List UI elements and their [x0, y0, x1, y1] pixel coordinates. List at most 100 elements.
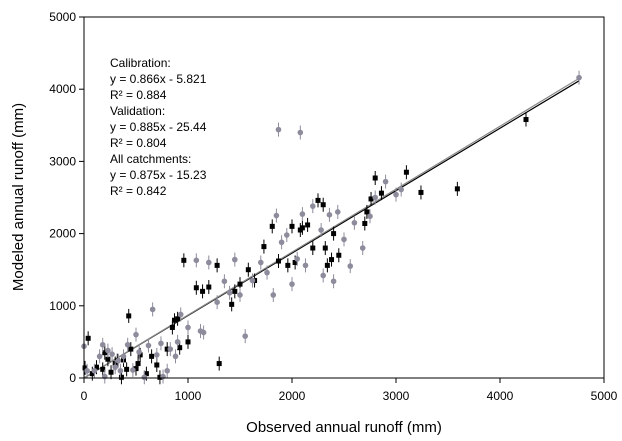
data-point	[331, 226, 337, 241]
data-point	[275, 122, 282, 137]
data-point	[242, 329, 248, 344]
data-point	[91, 363, 98, 378]
data-point	[105, 343, 111, 358]
data-point	[329, 252, 335, 267]
data-point	[322, 241, 328, 256]
x-tick-label: 5000	[591, 389, 618, 403]
x-axis-title: Observed annual runoff (mm)	[246, 419, 442, 436]
data-point	[108, 365, 114, 380]
x-tick-label: 2000	[279, 389, 306, 403]
data-point	[320, 197, 326, 212]
data-point	[372, 190, 379, 205]
data-point	[294, 251, 301, 266]
data-point	[378, 186, 384, 201]
annotation-line: R² = 0.884	[110, 88, 167, 102]
data-point	[154, 347, 160, 362]
data-point	[237, 287, 243, 302]
y-tick-label: 4000	[49, 82, 76, 96]
data-point	[177, 307, 184, 322]
data-point	[100, 362, 106, 377]
data-point	[229, 297, 235, 312]
data-point	[393, 187, 399, 202]
data-point	[297, 125, 304, 140]
y-tick-label: 2000	[49, 227, 76, 241]
data-point	[289, 219, 295, 234]
data-point	[320, 268, 327, 283]
data-point	[200, 284, 206, 299]
data-point	[364, 204, 370, 219]
data-point	[193, 253, 200, 268]
data-point	[149, 302, 156, 317]
data-point	[232, 252, 238, 267]
data-point	[133, 327, 139, 342]
data-point	[214, 295, 220, 310]
data-point	[96, 349, 103, 364]
y-tick-label: 3000	[49, 154, 76, 168]
data-point	[136, 345, 142, 360]
data-point	[171, 313, 177, 328]
data-point	[351, 215, 358, 230]
annotation-line: y = 0.866x - 5.821	[110, 72, 207, 86]
data-point	[359, 241, 366, 256]
data-point	[124, 362, 130, 377]
data-point	[200, 325, 207, 340]
data-point	[84, 363, 90, 378]
data-point	[362, 216, 368, 231]
data-point	[341, 232, 347, 247]
data-point	[221, 274, 228, 289]
data-point	[157, 370, 163, 385]
data-point	[403, 165, 409, 180]
data-point	[185, 320, 191, 335]
data-point	[226, 285, 233, 300]
data-point	[289, 277, 295, 292]
data-point	[128, 342, 134, 357]
annotation-line: R² = 0.842	[110, 184, 167, 198]
annotation-line: y = 0.885x - 25.44	[110, 120, 207, 134]
data-point	[126, 308, 132, 323]
y-tick-label: 5000	[49, 10, 76, 24]
data-point	[368, 191, 374, 206]
data-point	[310, 241, 316, 256]
data-point	[418, 185, 424, 200]
data-point	[454, 181, 460, 196]
data-point	[324, 258, 330, 273]
data-point	[112, 360, 118, 375]
annotation-line: R² = 0.804	[110, 136, 167, 150]
data-point	[372, 171, 378, 186]
data-point	[193, 280, 199, 295]
data-point	[169, 320, 175, 335]
x-tick-label: 0	[81, 389, 88, 403]
data-point	[330, 274, 337, 289]
data-point	[145, 338, 152, 353]
data-point	[273, 208, 280, 223]
data-point	[269, 219, 275, 234]
data-point	[318, 222, 324, 237]
data-point	[216, 356, 222, 371]
data-point	[245, 262, 251, 277]
regression-lines	[83, 77, 580, 379]
data-point	[275, 254, 281, 269]
data-point	[249, 273, 256, 288]
data-point	[99, 337, 106, 352]
x-tick-label: 3000	[383, 389, 410, 403]
data-points	[81, 70, 582, 385]
data-point	[141, 370, 148, 385]
data-point	[164, 363, 170, 378]
data-point	[181, 253, 187, 268]
annotation-line: Calibration:	[110, 56, 171, 70]
data-point	[285, 258, 291, 273]
data-point	[382, 174, 389, 189]
data-point	[174, 334, 181, 349]
data-point	[336, 248, 342, 263]
data-point	[315, 193, 321, 208]
data-point	[270, 287, 277, 302]
data-point	[130, 363, 136, 378]
data-point	[299, 207, 306, 222]
data-point	[367, 209, 373, 224]
data-point	[261, 239, 267, 254]
data-point	[214, 258, 220, 273]
annotation-line: Validation:	[110, 104, 165, 118]
data-point	[347, 259, 354, 274]
y-tick-label: 1000	[49, 299, 76, 313]
